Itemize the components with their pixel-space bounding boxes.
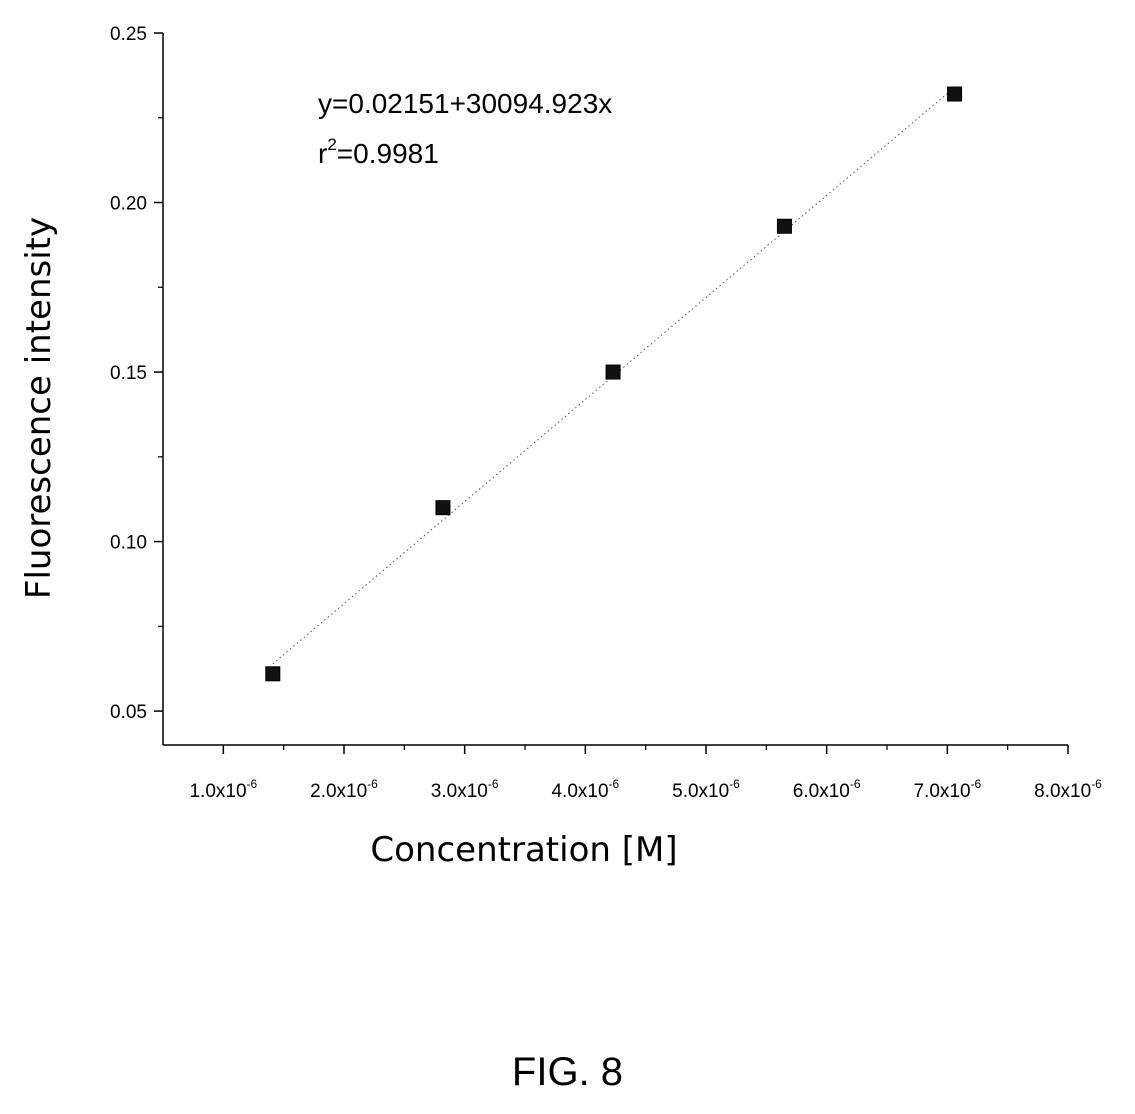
chart-text: 0.05 0.10 0.15 0.20 0.25 1.0x10-6 2.0x10-6 3.0x… xyxy=(19,24,1102,870)
x-tick-label: 5.0x10-6 xyxy=(672,777,740,802)
axes xyxy=(154,32,1069,754)
y-tick-label: 0.20 xyxy=(110,194,147,215)
data-points xyxy=(265,86,963,682)
data-point xyxy=(605,364,621,380)
y-tick-label: 0.15 xyxy=(110,363,147,384)
y-tick-label: 0.05 xyxy=(110,702,147,723)
x-tick-label: 1.0x10-6 xyxy=(189,777,257,802)
x-tick-label: 6.0x10-6 xyxy=(793,777,861,802)
data-point xyxy=(265,666,281,682)
data-point xyxy=(776,218,792,234)
y-tick-label: 0.10 xyxy=(110,533,147,554)
fit-equation: y=0.02151+30094.923x xyxy=(318,88,612,119)
y-tick-label: 0.25 xyxy=(110,24,147,45)
calibration-chart: 0.05 0.10 0.15 0.20 0.25 1.0x10-6 2.0x10-6 3.0x… xyxy=(19,24,1102,870)
x-tick-label: 7.0x10-6 xyxy=(913,777,981,802)
x-tick-label: 4.0x10-6 xyxy=(551,777,619,802)
y-axis-title: Fluorescence intensity xyxy=(19,217,59,599)
figure-label: FIG. 8 xyxy=(511,1050,624,1094)
fit-r-squared: r2=0.9981 xyxy=(318,135,439,169)
x-axis-title: Concentration [M] xyxy=(370,830,677,870)
x-tick-label: 3.0x10-6 xyxy=(431,777,499,802)
data-point xyxy=(435,500,451,516)
x-tick-label: 8.0x10-6 xyxy=(1034,777,1102,802)
data-point xyxy=(947,86,963,102)
x-tick-label: 2.0x10-6 xyxy=(310,777,378,802)
